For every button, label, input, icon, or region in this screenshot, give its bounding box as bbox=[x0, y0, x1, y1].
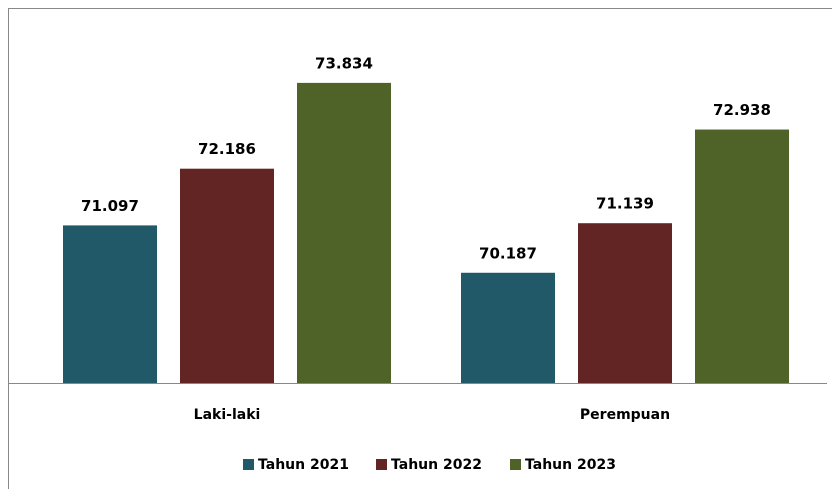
bar bbox=[578, 223, 672, 383]
legend-swatch bbox=[243, 459, 254, 470]
bar bbox=[297, 82, 391, 384]
value-label: 72.186 bbox=[198, 140, 256, 158]
value-label: 73.834 bbox=[315, 54, 373, 72]
legend-swatch bbox=[376, 459, 387, 470]
bar bbox=[180, 168, 274, 383]
legend-label: Tahun 2021 bbox=[258, 457, 349, 473]
value-label: 72.938 bbox=[713, 101, 771, 119]
legend-label: Tahun 2022 bbox=[391, 457, 482, 473]
legend-swatch bbox=[510, 459, 521, 470]
value-label: 70.187 bbox=[479, 244, 537, 262]
legend-label: Tahun 2023 bbox=[525, 457, 616, 473]
value-label: 71.097 bbox=[81, 197, 139, 215]
value-label: 71.139 bbox=[596, 195, 654, 213]
bar bbox=[461, 272, 555, 383]
x-tick-label: Perempuan bbox=[580, 407, 670, 423]
frame bbox=[8, 8, 832, 489]
x-tick-label: Laki-laki bbox=[194, 407, 261, 423]
bar bbox=[63, 225, 157, 383]
bar bbox=[695, 129, 789, 383]
